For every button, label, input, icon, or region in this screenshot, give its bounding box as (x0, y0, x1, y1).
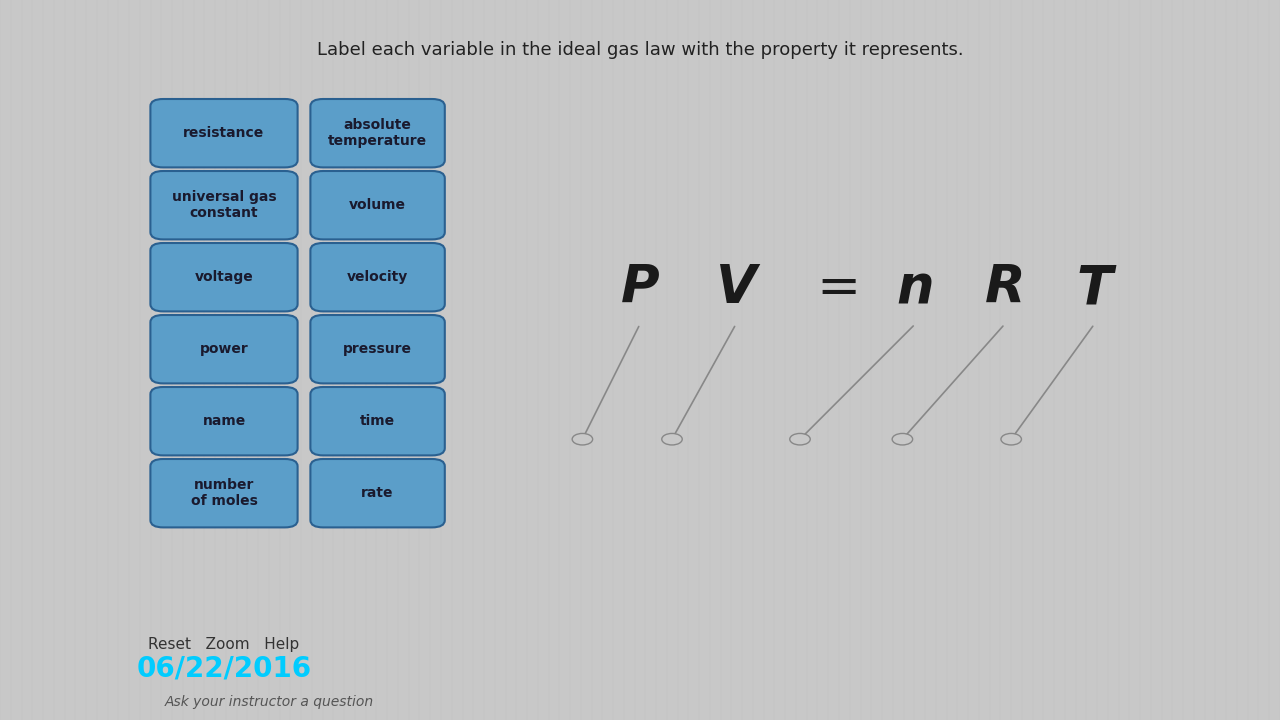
Text: velocity: velocity (347, 270, 408, 284)
FancyBboxPatch shape (310, 243, 445, 311)
Circle shape (790, 433, 810, 445)
Text: V: V (716, 262, 756, 314)
Text: universal gas
constant: universal gas constant (172, 190, 276, 220)
FancyBboxPatch shape (310, 99, 445, 168)
Text: Ask your instructor a question: Ask your instructor a question (164, 695, 374, 709)
FancyBboxPatch shape (310, 459, 445, 527)
FancyBboxPatch shape (151, 459, 298, 527)
Text: R: R (984, 262, 1025, 314)
Text: 06/22/2016: 06/22/2016 (137, 654, 311, 682)
FancyBboxPatch shape (151, 171, 298, 240)
Text: name: name (202, 414, 246, 428)
Circle shape (1001, 433, 1021, 445)
FancyBboxPatch shape (151, 243, 298, 311)
Text: voltage: voltage (195, 270, 253, 284)
Text: volume: volume (349, 198, 406, 212)
Text: pressure: pressure (343, 342, 412, 356)
FancyBboxPatch shape (310, 387, 445, 456)
Text: resistance: resistance (183, 126, 265, 140)
FancyBboxPatch shape (310, 171, 445, 240)
FancyBboxPatch shape (310, 315, 445, 383)
Text: n: n (896, 262, 934, 314)
Text: number
of moles: number of moles (191, 478, 257, 508)
Text: =: = (817, 262, 860, 314)
Text: power: power (200, 342, 248, 356)
Text: absolute
temperature: absolute temperature (328, 118, 428, 148)
Circle shape (892, 433, 913, 445)
FancyBboxPatch shape (151, 315, 298, 383)
Text: rate: rate (361, 486, 394, 500)
Text: Reset   Zoom   Help: Reset Zoom Help (148, 637, 300, 652)
Text: T: T (1076, 262, 1112, 314)
Text: time: time (360, 414, 396, 428)
Text: P: P (621, 262, 659, 314)
FancyBboxPatch shape (151, 387, 298, 456)
Circle shape (572, 433, 593, 445)
FancyBboxPatch shape (151, 99, 298, 168)
Text: Label each variable in the ideal gas law with the property it represents.: Label each variable in the ideal gas law… (316, 42, 964, 60)
Circle shape (662, 433, 682, 445)
